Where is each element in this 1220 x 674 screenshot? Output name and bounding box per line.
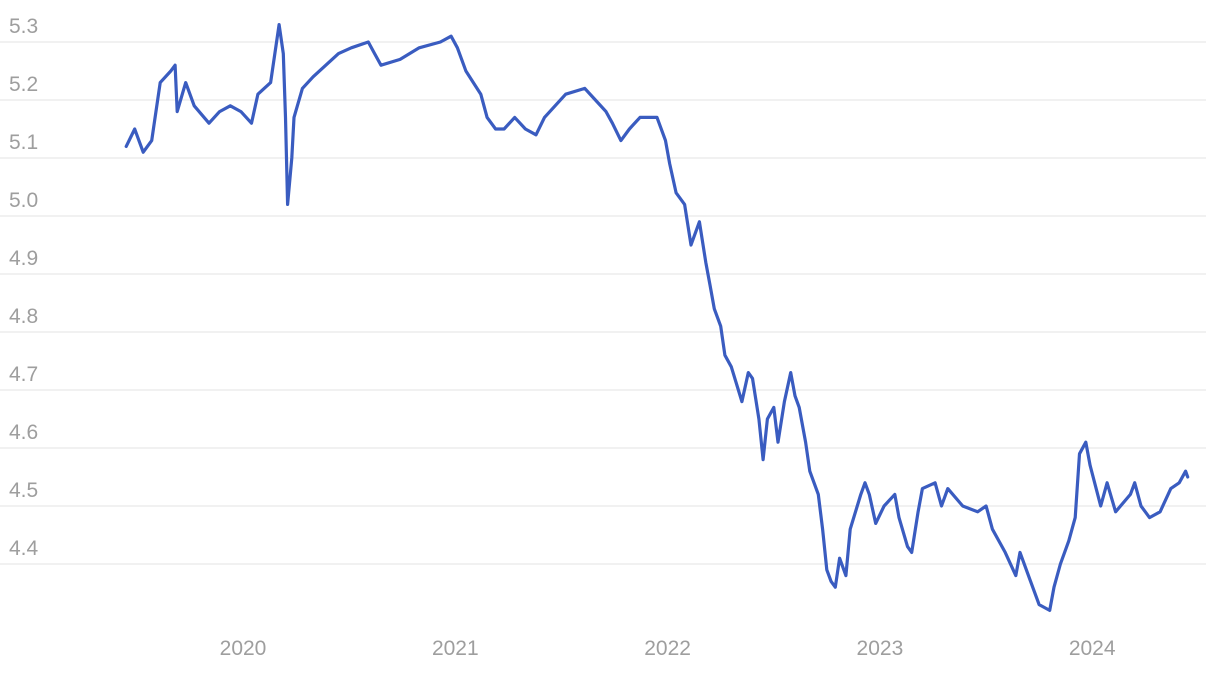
series-line [124, 23, 1190, 612]
y-tick-label: 4.4 [9, 537, 39, 560]
x-tick-label: 2024 [1069, 637, 1116, 660]
y-tick-label: 5.0 [9, 189, 38, 212]
x-tick-label: 2023 [857, 637, 904, 660]
x-tick-label: 2020 [220, 637, 267, 660]
gridlines [0, 41, 1206, 565]
x-axis-ticks: 2020 2021 2022 2023 2024 [220, 637, 1116, 660]
y-tick-label: 4.8 [9, 305, 38, 328]
y-tick-label: 4.7 [9, 363, 38, 386]
y-tick-label: 4.6 [9, 421, 38, 444]
x-tick-label: 2021 [432, 637, 479, 660]
y-tick-label: 5.1 [9, 131, 38, 154]
y-tick-label: 5.2 [9, 73, 38, 96]
y-tick-label: 5.3 [9, 15, 38, 38]
x-tick-label: 2022 [644, 637, 691, 660]
y-axis-ticks: 5.3 5.2 5.1 5.0 4.9 4.8 4.7 4.6 4.5 4.4 [9, 15, 39, 560]
y-tick-label: 4.5 [9, 479, 38, 502]
y-tick-label: 4.9 [9, 247, 38, 270]
